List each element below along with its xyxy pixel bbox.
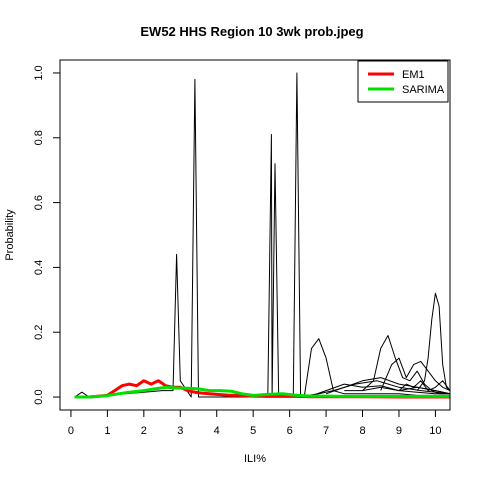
y-tick-label: 1.0: [33, 65, 45, 80]
series-line-5: [416, 292, 451, 391]
x-tick-label: 1: [104, 425, 110, 437]
x-axis-label: ILI%: [244, 453, 266, 465]
x-tick-label: 10: [429, 425, 441, 437]
y-tick-label: 0.4: [33, 260, 45, 275]
y-axis-label: Probability: [4, 209, 16, 261]
series-line-sarima: [74, 385, 450, 399]
y-tick-label: 0.8: [33, 130, 45, 145]
x-axis: 0 1 2 3 4 5 6 7 8 9 10: [68, 409, 442, 437]
x-tick-label: 6: [287, 425, 293, 437]
x-tick-label: 7: [323, 425, 329, 437]
series-line-10: [398, 380, 451, 392]
series-lines: [74, 72, 451, 399]
x-tick-label: 2: [141, 425, 147, 437]
y-tick-label: 0.0: [33, 389, 45, 404]
x-tick-label: 0: [68, 425, 74, 437]
x-tick-label: 4: [214, 425, 220, 437]
x-tick-label: 9: [396, 425, 402, 437]
y-tick-label: 0.6: [33, 195, 45, 210]
chart-title: EW52 HHS Region 10 3wk prob.jpeg: [140, 24, 363, 39]
series-line-4: [362, 335, 450, 395]
legend: EM1 SARIMA: [357, 60, 449, 103]
y-axis: 0.0 0.2 0.4 0.6 0.8 1.0: [33, 65, 61, 405]
legend-label-em1: EM1: [402, 69, 425, 81]
legend-label-sarima: SARIMA: [402, 84, 445, 96]
x-tick-label: 3: [177, 425, 183, 437]
series-line-11: [296, 380, 451, 398]
legend-box: [357, 60, 449, 103]
x-tick-label: 8: [359, 425, 365, 437]
y-tick-label: 0.2: [33, 325, 45, 340]
x-tick-label: 5: [250, 425, 256, 437]
